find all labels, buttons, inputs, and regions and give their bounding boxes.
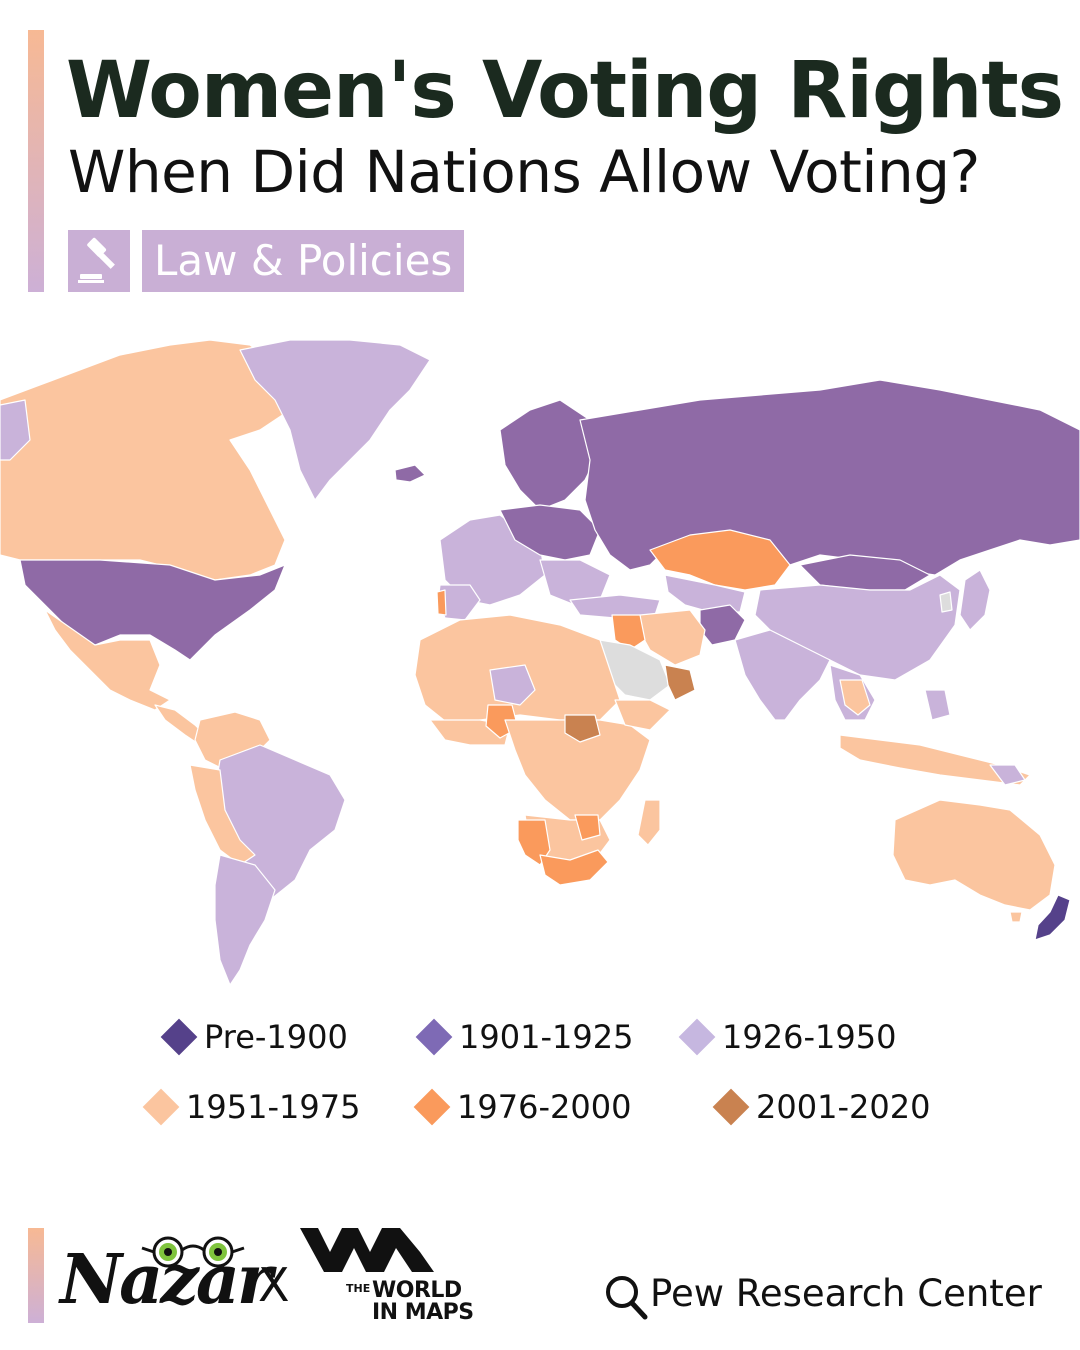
region-zimbabwe <box>574 814 601 841</box>
accent-bar-bottom <box>28 1228 44 1323</box>
legend-label: 2001-2020 <box>756 1088 931 1126</box>
region-madagascar <box>637 799 661 846</box>
legend-item-2001-2020: 2001-2020 <box>712 1088 931 1126</box>
region-india <box>734 629 831 721</box>
region-tasmania <box>1009 911 1023 923</box>
region-iraq <box>611 614 646 651</box>
region-mexico <box>44 609 171 711</box>
region-scandinavia <box>499 399 601 511</box>
legend-label: Pre-1900 <box>204 1018 348 1056</box>
eyes-icon <box>141 1236 245 1268</box>
legend-label: 1901-1925 <box>459 1018 634 1056</box>
region-namibia <box>517 819 551 866</box>
region-russia <box>579 379 1080 576</box>
region-korea <box>939 591 953 613</box>
partner-the: THE <box>346 1282 371 1295</box>
partner-world: WORLD <box>372 1278 462 1303</box>
region-southern-cone <box>214 854 276 986</box>
legend-swatch <box>415 1018 453 1056</box>
world-map <box>0 339 1080 986</box>
region-iceland <box>394 464 426 483</box>
region-japan <box>959 569 991 631</box>
region-greenland <box>239 339 431 501</box>
region-chad-niger <box>489 664 536 706</box>
gavel-icon <box>68 230 130 292</box>
region-australia <box>892 799 1056 911</box>
page-subtitle: When Did Nations Allow Voting? <box>68 138 980 206</box>
region-png <box>989 764 1026 786</box>
legend-item-1951-1975: 1951-1975 <box>142 1088 361 1126</box>
region-central-africa <box>504 719 651 821</box>
category-badge: Law & Policies <box>142 230 465 292</box>
region-south-africa <box>539 849 609 886</box>
legend-item-1926-1950: 1926-1950 <box>678 1018 897 1056</box>
legend-label: 1926-1950 <box>722 1018 897 1056</box>
world-in-maps-logo <box>300 1228 434 1272</box>
region-peru-bolivia <box>189 764 256 866</box>
region-indonesia <box>839 734 1031 786</box>
region-indochina <box>839 679 871 716</box>
legend-label: 1976-2000 <box>457 1088 632 1126</box>
region-alaska <box>0 399 31 461</box>
region-horn-africa <box>614 699 671 731</box>
source-credit: Pew Research Center <box>650 1272 1042 1315</box>
legend-item-pre-1900: Pre-1900 <box>160 1018 348 1056</box>
search-icon <box>606 1276 648 1320</box>
legend-item-1976-2000: 1976-2000 <box>413 1088 632 1126</box>
region-new-zealand <box>1034 894 1071 941</box>
accent-bar-top <box>28 30 44 292</box>
page-title: Women's Voting Rights <box>66 46 1064 136</box>
legend-swatch <box>160 1018 198 1056</box>
region-south-sudan <box>564 714 601 743</box>
region-philippines <box>924 689 951 721</box>
legend-swatch <box>142 1088 180 1126</box>
partner-in-maps: IN MAPS <box>372 1300 474 1325</box>
legend-swatch <box>678 1018 716 1056</box>
region-kazakhstan <box>649 529 791 591</box>
legend-swatch <box>712 1088 750 1126</box>
legend-label: 1951-1975 <box>186 1088 361 1126</box>
legend-swatch <box>413 1088 451 1126</box>
legend-item-1901-1925: 1901-1925 <box>415 1018 634 1056</box>
region-central-europe <box>499 504 601 561</box>
collab-separator: X <box>258 1258 290 1312</box>
region-portugal <box>436 589 447 616</box>
region-oman <box>664 664 696 701</box>
